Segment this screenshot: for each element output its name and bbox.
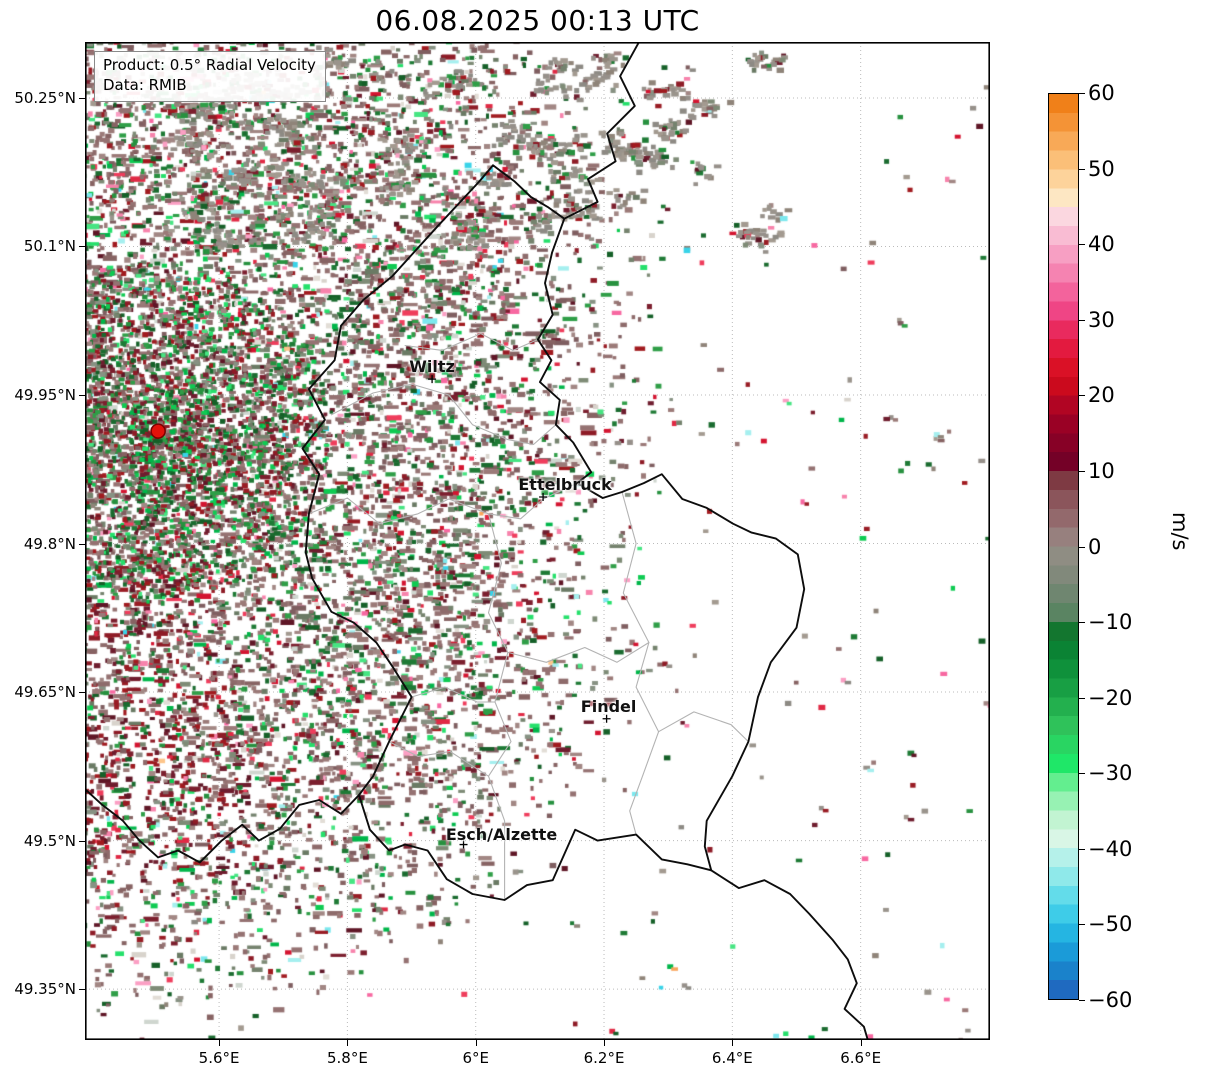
velocity-field-canvas: [85, 42, 990, 1040]
colorbar-tick-label: −50: [1088, 912, 1133, 937]
x-tick-mark: [347, 1040, 349, 1046]
plot-title: 06.08.2025 00:13 UTC: [375, 4, 700, 37]
y-tick-label: 49.8°N: [23, 534, 76, 553]
country-border: [710, 869, 869, 1040]
x-tick-label: 6.6°E: [840, 1049, 882, 1067]
colorbar-tick-mark: [1079, 168, 1085, 170]
city-marker: [428, 375, 437, 384]
x-tick-mark: [219, 1040, 221, 1046]
y-tick-mark: [79, 989, 85, 991]
colorbar-tick-label: 60: [1088, 81, 1115, 105]
country-border: [85, 788, 360, 864]
y-tick-mark: [79, 692, 85, 694]
colorbar-tick-mark: [1079, 622, 1085, 624]
city-marker: [539, 492, 548, 501]
x-tick-label: 6°E: [462, 1049, 489, 1067]
colorbar-tick-mark: [1079, 697, 1085, 699]
admin-border: [411, 686, 496, 703]
city-label: Esch/Alzette: [445, 824, 558, 844]
country-border: [301, 164, 806, 901]
radar-site-marker: [150, 423, 166, 439]
city-marker: [602, 714, 611, 723]
admin-border: [621, 491, 660, 836]
city-label: Findel: [580, 696, 637, 716]
admin-border: [658, 711, 749, 743]
plot-frame: [85, 42, 990, 1040]
data-source-label: Data: RMIB: [103, 76, 187, 95]
y-tick-label: 49.5°N: [23, 831, 76, 850]
y-tick-mark: [79, 394, 85, 396]
y-tick-label: 49.35°N: [14, 980, 76, 999]
colorbar-tick-label: −40: [1088, 836, 1133, 861]
colorbar-tick-label: 50: [1088, 156, 1115, 181]
y-tick-label: 50.25°N: [14, 88, 76, 107]
y-tick-label: 49.95°N: [14, 385, 76, 404]
y-tick-mark: [79, 246, 85, 248]
colorbar: [1048, 93, 1079, 1000]
colorbar-tick-mark: [1079, 924, 1085, 926]
admin-border: [507, 641, 650, 663]
city-marker: [459, 840, 468, 849]
admin-border: [330, 383, 557, 446]
colorbar-tick-label: −30: [1088, 761, 1133, 786]
product-label: Product: 0.5° Radial Velocity: [103, 56, 316, 74]
product-info-box: Product: 0.5° Radial Velocity Data: RMIB: [94, 51, 326, 102]
y-tick-mark: [79, 543, 85, 545]
colorbar-tick-mark: [1079, 546, 1085, 548]
colorbar-tick-mark: [1079, 1000, 1085, 1001]
x-tick-label: 5.8°E: [326, 1049, 368, 1067]
y-tick-mark: [79, 97, 85, 99]
colorbar-tick-label: −10: [1088, 610, 1133, 635]
colorbar-gradient: [1049, 94, 1078, 999]
colorbar-tick-label: 30: [1088, 307, 1115, 332]
city-label: Wiltz: [409, 357, 455, 377]
x-tick-mark: [860, 1040, 862, 1046]
x-tick-label: 6.2°E: [583, 1049, 625, 1067]
admin-border: [388, 741, 490, 777]
colorbar-tick-mark: [1079, 395, 1085, 397]
admin-border: [404, 333, 539, 351]
x-tick-mark: [475, 1040, 477, 1046]
colorbar-unit-label: m/s: [1168, 512, 1192, 551]
map-overlay: [85, 42, 990, 1040]
x-tick-mark: [604, 1040, 606, 1046]
map-plot: Product: 0.5° Radial Velocity Data: RMIB: [85, 42, 990, 1040]
colorbar-tick-label: 10: [1088, 458, 1115, 483]
colorbar-tick-mark: [1079, 319, 1085, 321]
admin-border: [308, 482, 578, 525]
colorbar-tick-mark: [1079, 93, 1085, 94]
colorbar-tick-mark: [1079, 244, 1085, 246]
colorbar-tick-mark: [1079, 470, 1085, 472]
colorbar-tick-mark: [1079, 848, 1085, 850]
city-label: Ettelbruck: [518, 474, 612, 494]
x-tick-label: 5.6°E: [198, 1049, 240, 1067]
colorbar-tick-label: 0: [1088, 534, 1102, 559]
x-tick-label: 6.4°E: [711, 1049, 753, 1067]
colorbar-tick-label: 40: [1088, 232, 1115, 257]
colorbar-tick-label: −20: [1088, 685, 1133, 710]
x-tick-mark: [732, 1040, 734, 1046]
colorbar-tick-label: 20: [1088, 383, 1115, 408]
y-tick-label: 50.1°N: [23, 237, 76, 256]
country-border: [563, 42, 641, 220]
colorbar-tick-mark: [1079, 773, 1085, 775]
colorbar-tick-label: −60: [1088, 988, 1133, 1012]
y-tick-label: 49.65°N: [14, 683, 76, 702]
y-tick-mark: [79, 840, 85, 842]
